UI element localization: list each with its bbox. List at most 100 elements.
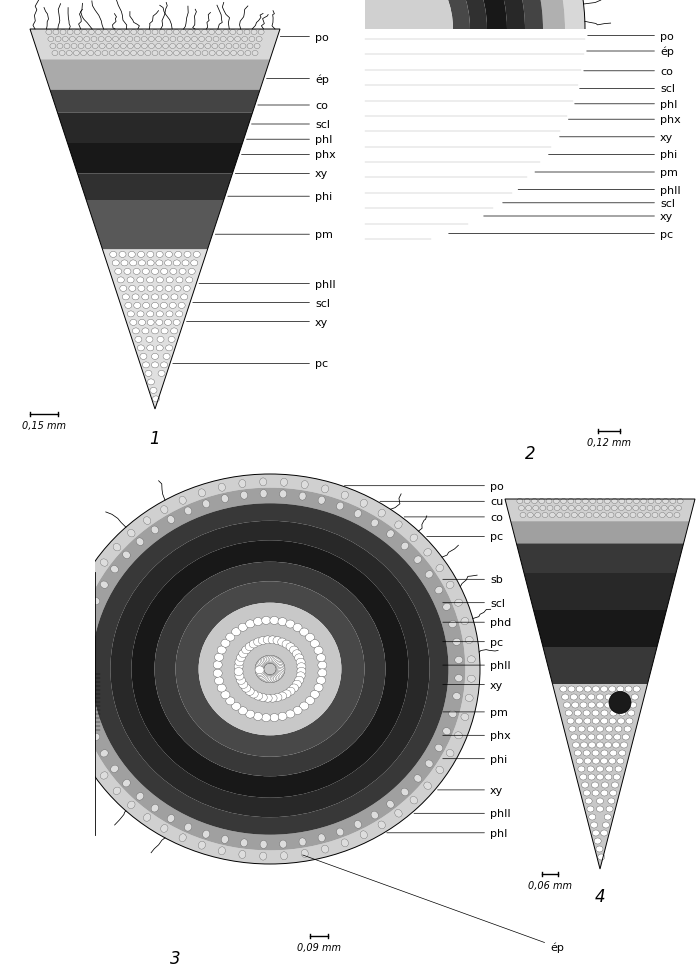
Ellipse shape xyxy=(198,841,206,849)
Text: phx: phx xyxy=(443,731,511,740)
Polygon shape xyxy=(50,91,260,113)
Text: 4: 4 xyxy=(595,887,606,905)
Ellipse shape xyxy=(238,51,244,56)
Ellipse shape xyxy=(630,513,636,518)
Ellipse shape xyxy=(76,38,83,43)
Ellipse shape xyxy=(198,45,204,49)
Ellipse shape xyxy=(648,499,654,504)
Ellipse shape xyxy=(274,672,283,679)
Ellipse shape xyxy=(296,659,305,667)
Ellipse shape xyxy=(271,673,280,681)
Ellipse shape xyxy=(449,710,456,718)
Ellipse shape xyxy=(257,660,265,669)
Ellipse shape xyxy=(265,656,274,664)
Ellipse shape xyxy=(53,30,59,36)
Ellipse shape xyxy=(100,750,108,757)
Ellipse shape xyxy=(588,774,595,780)
Text: pc: pc xyxy=(443,637,503,647)
Ellipse shape xyxy=(131,30,136,36)
Ellipse shape xyxy=(619,750,626,756)
Text: pc: pc xyxy=(449,230,673,239)
Ellipse shape xyxy=(251,30,257,36)
Ellipse shape xyxy=(623,513,629,518)
Ellipse shape xyxy=(173,320,180,326)
Ellipse shape xyxy=(584,686,592,692)
Ellipse shape xyxy=(258,694,267,702)
Ellipse shape xyxy=(132,328,139,334)
Ellipse shape xyxy=(546,499,552,504)
Ellipse shape xyxy=(378,821,386,828)
Wedge shape xyxy=(365,0,543,30)
Ellipse shape xyxy=(221,691,230,699)
Ellipse shape xyxy=(105,38,111,43)
Ellipse shape xyxy=(267,675,275,683)
Ellipse shape xyxy=(199,38,204,43)
Ellipse shape xyxy=(575,506,582,511)
Ellipse shape xyxy=(186,277,192,284)
Ellipse shape xyxy=(249,641,258,648)
Ellipse shape xyxy=(592,830,599,836)
Ellipse shape xyxy=(276,665,285,672)
Polygon shape xyxy=(86,201,224,250)
Ellipse shape xyxy=(589,814,596,820)
Ellipse shape xyxy=(293,706,302,715)
Ellipse shape xyxy=(580,703,587,708)
Ellipse shape xyxy=(141,45,148,49)
Ellipse shape xyxy=(290,684,298,692)
Ellipse shape xyxy=(156,252,163,258)
Ellipse shape xyxy=(610,710,617,716)
Ellipse shape xyxy=(592,710,599,716)
Ellipse shape xyxy=(517,499,523,504)
Ellipse shape xyxy=(254,45,260,49)
Ellipse shape xyxy=(258,30,264,36)
Ellipse shape xyxy=(436,766,444,774)
Ellipse shape xyxy=(46,30,52,36)
Ellipse shape xyxy=(274,660,284,669)
Ellipse shape xyxy=(169,45,176,49)
Ellipse shape xyxy=(601,686,608,692)
Text: co: co xyxy=(404,513,503,522)
Ellipse shape xyxy=(268,637,277,644)
Ellipse shape xyxy=(410,797,418,804)
Wedge shape xyxy=(365,0,525,30)
Ellipse shape xyxy=(217,684,226,692)
Text: 0,06 mm: 0,06 mm xyxy=(528,880,572,891)
Ellipse shape xyxy=(142,269,149,275)
Ellipse shape xyxy=(272,658,281,666)
Ellipse shape xyxy=(120,38,126,43)
Ellipse shape xyxy=(395,521,402,529)
Ellipse shape xyxy=(130,320,137,326)
Ellipse shape xyxy=(155,562,386,776)
Ellipse shape xyxy=(608,798,615,804)
Ellipse shape xyxy=(145,371,152,377)
Ellipse shape xyxy=(300,703,309,710)
Ellipse shape xyxy=(50,45,56,49)
Text: sb: sb xyxy=(443,575,503,584)
Ellipse shape xyxy=(297,663,306,671)
Ellipse shape xyxy=(596,798,603,804)
Ellipse shape xyxy=(613,703,620,708)
Ellipse shape xyxy=(147,312,154,318)
Text: phx: phx xyxy=(568,115,680,125)
Ellipse shape xyxy=(286,710,295,718)
Ellipse shape xyxy=(594,838,601,844)
Ellipse shape xyxy=(256,668,265,675)
Ellipse shape xyxy=(151,804,158,812)
Ellipse shape xyxy=(293,650,302,658)
Ellipse shape xyxy=(206,38,212,43)
Ellipse shape xyxy=(209,30,215,36)
Ellipse shape xyxy=(156,286,163,292)
Ellipse shape xyxy=(263,674,272,683)
Ellipse shape xyxy=(629,703,636,708)
Ellipse shape xyxy=(120,286,127,292)
Ellipse shape xyxy=(270,714,279,722)
Ellipse shape xyxy=(92,598,99,605)
Ellipse shape xyxy=(184,252,191,258)
Ellipse shape xyxy=(410,535,418,542)
Ellipse shape xyxy=(582,506,589,511)
Ellipse shape xyxy=(209,51,215,56)
Ellipse shape xyxy=(647,506,653,511)
Ellipse shape xyxy=(142,362,149,368)
Ellipse shape xyxy=(677,499,683,504)
Ellipse shape xyxy=(84,38,90,43)
